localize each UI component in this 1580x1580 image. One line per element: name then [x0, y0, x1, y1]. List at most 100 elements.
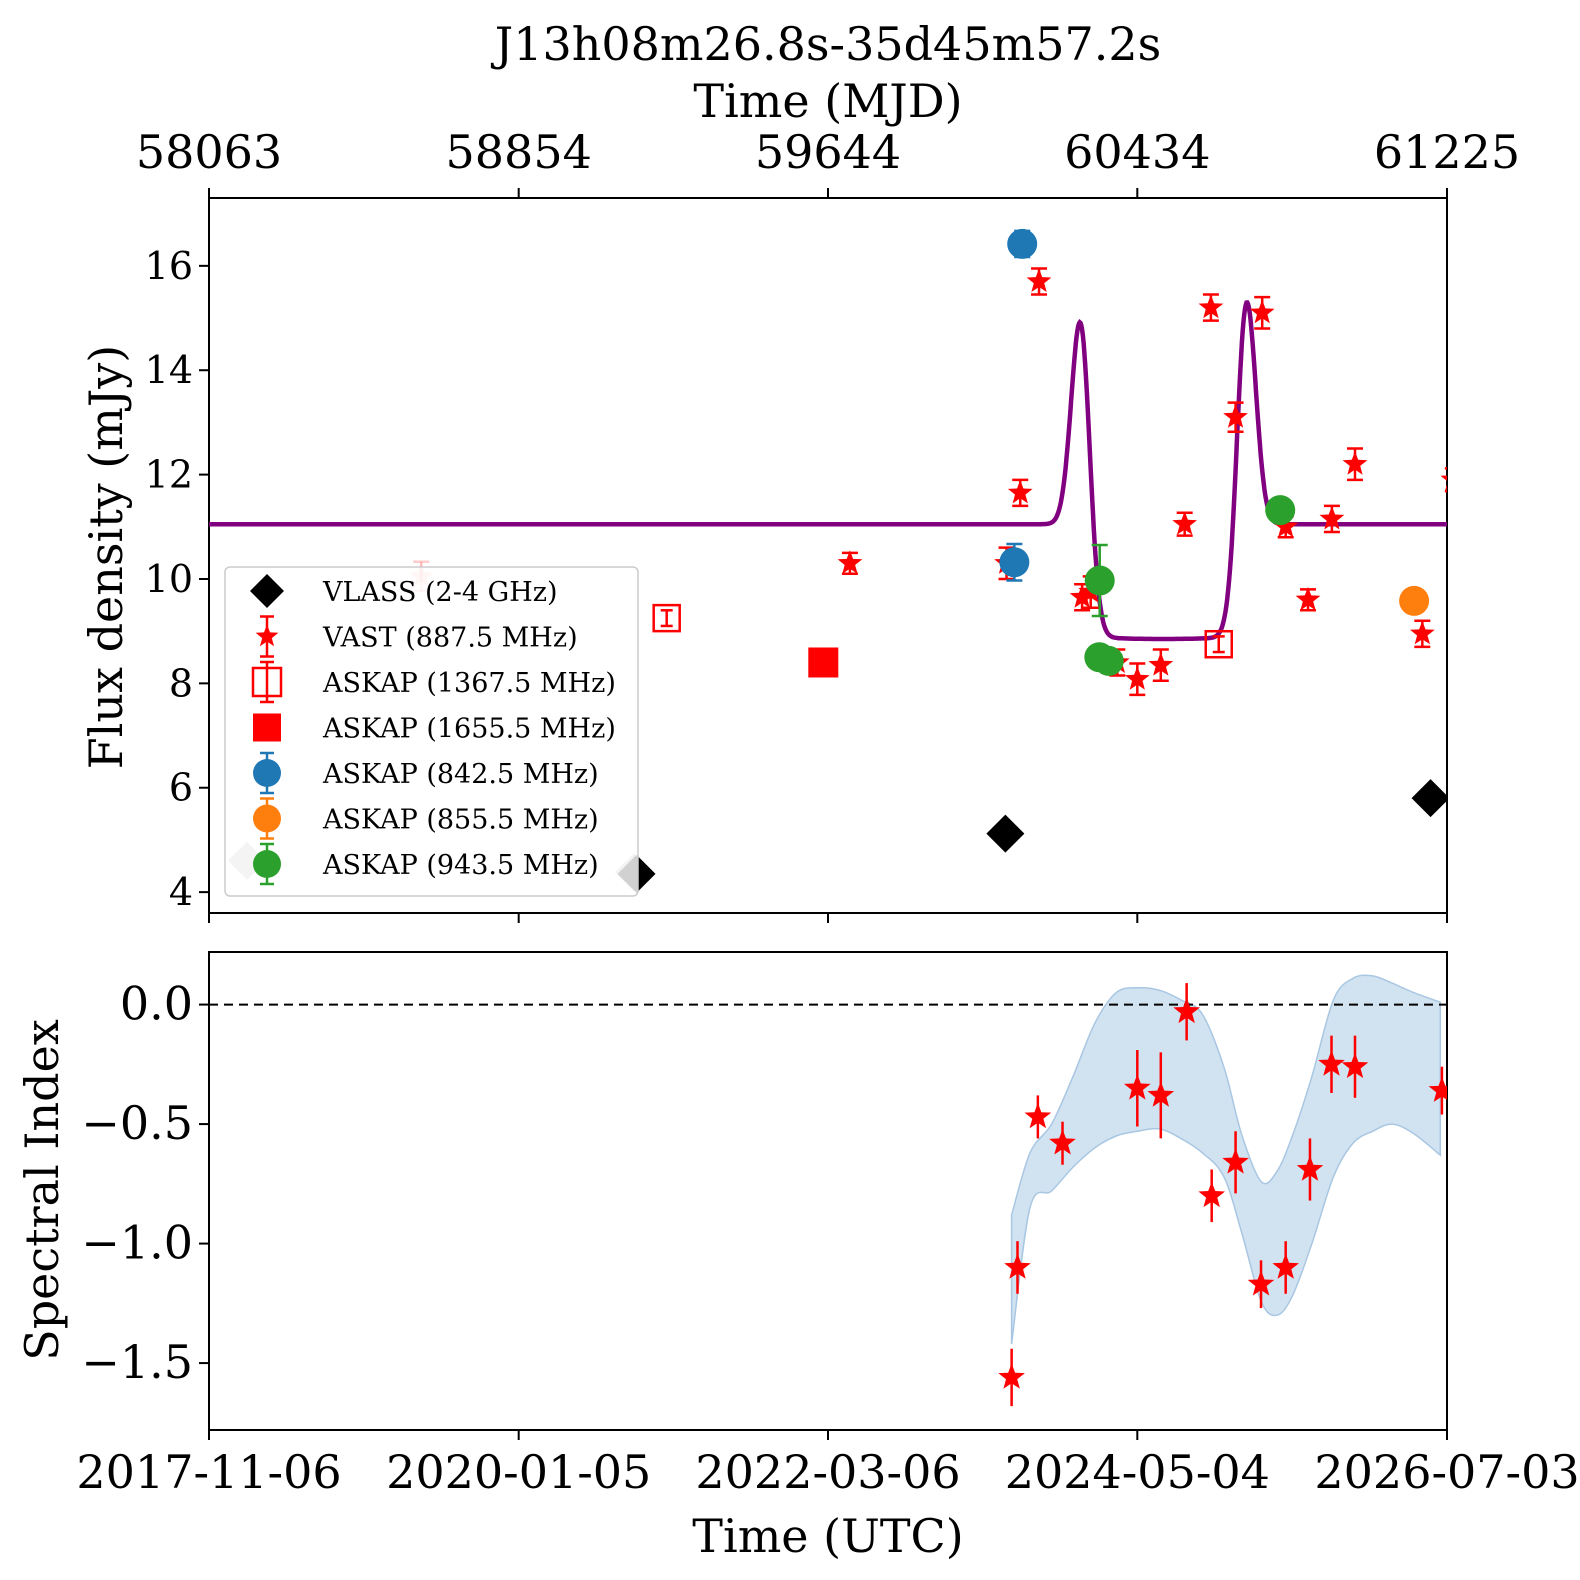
- legend-label: ASKAP (1367.5 MHz): [322, 668, 616, 699]
- mjd-tick-label: 60434: [1064, 125, 1210, 179]
- legend-label: ASKAP (842.5 MHz): [322, 759, 599, 790]
- data-point: [1428, 1076, 1447, 1102]
- legend-marker-circle: [253, 759, 281, 787]
- legend-item: ASKAP (1367.5 MHz): [251, 660, 616, 704]
- mjd-tick-label: 59644: [755, 125, 901, 179]
- series-2: [652, 603, 1233, 659]
- legend-item: ASKAP (943.5 MHz): [253, 842, 599, 886]
- bottom-plot-area: [209, 974, 1447, 1407]
- legend-label: ASKAP (855.5 MHz): [322, 805, 599, 836]
- data-point: [1004, 1253, 1031, 1279]
- date-tick-label: 2026-07-03: [1314, 1445, 1579, 1499]
- legend-item: VLASS (2-4 GHz): [250, 574, 558, 608]
- data-point: [1026, 268, 1052, 292]
- mjd-tick-label: 58854: [446, 125, 592, 179]
- data-point: [998, 1363, 1025, 1389]
- data-point: [1265, 495, 1296, 526]
- legend-marker-circle: [253, 804, 281, 833]
- flux-tick-label: 14: [145, 348, 193, 392]
- date-tick-label: 2022-03-06: [695, 1445, 960, 1499]
- data-point: [1399, 585, 1430, 616]
- data-point: [986, 814, 1025, 853]
- data-point: [1093, 645, 1124, 676]
- flux-tick-label: 6: [169, 766, 193, 810]
- index-tick-label: −0.5: [81, 1096, 193, 1150]
- index-tick-label: −1.5: [81, 1335, 193, 1389]
- error-bar: [1212, 635, 1225, 654]
- chart-title: J13h08m26.8s-35d45m57.2s: [491, 17, 1161, 71]
- data-point: [1318, 1050, 1345, 1076]
- legend-item: ASKAP (842.5 MHz): [253, 751, 599, 795]
- legend-item: VAST (887.5 MHz): [255, 615, 578, 658]
- data-point: [999, 547, 1030, 578]
- legend-item: ASKAP (1655.5 MHz): [253, 713, 616, 745]
- data-point: [1198, 1181, 1225, 1208]
- top-tick-labels: 58063 58854 59644 60434 61225 4 6 8 10 12 14 16: [136, 125, 1520, 914]
- data-point: [1410, 620, 1435, 645]
- series-3: [808, 647, 839, 678]
- data-point: [1295, 586, 1321, 611]
- legend-marker-square: [253, 713, 281, 742]
- data-point: [1273, 513, 1299, 538]
- flux-tick-label: 12: [145, 453, 193, 497]
- legend-marker-star: [255, 624, 279, 647]
- data-point: [1296, 1155, 1324, 1181]
- legend-marker-circle: [253, 850, 281, 878]
- index-tick-label: 0.0: [120, 977, 193, 1031]
- spectral-index-series: [998, 983, 1447, 1407]
- date-tick-label: 2017-11-06: [76, 1445, 341, 1499]
- mjd-tick-label: 61225: [1374, 125, 1520, 179]
- data-point: [1024, 1102, 1052, 1129]
- bottom-axes: [199, 951, 1448, 1440]
- data-point: [1341, 1052, 1369, 1078]
- data-point: [1049, 1129, 1076, 1155]
- data-point: [1173, 997, 1200, 1024]
- top-axis-label: Time (MJD): [693, 74, 962, 128]
- top-axes: [199, 188, 1448, 923]
- data-point: [652, 603, 681, 633]
- data-point: [1272, 1253, 1299, 1279]
- data-point: [1411, 779, 1447, 818]
- legend-label: ASKAP (943.5 MHz): [322, 850, 599, 881]
- date-tick-label: 2020-01-05: [386, 1445, 651, 1499]
- mjd-tick-label: 58063: [136, 125, 282, 179]
- data-point: [1069, 584, 1095, 608]
- data-point: [1342, 451, 1368, 475]
- model-line: [209, 300, 1447, 642]
- data-point: [1172, 511, 1197, 535]
- data-point: [1124, 666, 1150, 690]
- flux-tick-label: 16: [145, 244, 193, 288]
- data-point: [1223, 404, 1248, 428]
- data-point: [1084, 565, 1115, 596]
- bottom-y-axis-label: Spectral Index: [15, 1019, 69, 1361]
- data-point: [1204, 629, 1233, 659]
- data-point: [1249, 299, 1275, 324]
- flux-tick-label: 4: [169, 870, 193, 914]
- date-tick-label: 2024-05-04: [1005, 1445, 1270, 1499]
- top-y-axis-label: Flux density (mJy): [79, 345, 133, 769]
- data-point: [1007, 479, 1033, 504]
- flux-tick-label: 8: [169, 661, 193, 705]
- series-5: [1399, 585, 1430, 616]
- data-point: [1124, 1074, 1151, 1100]
- series-6: [1084, 495, 1296, 676]
- data-point: [1319, 506, 1345, 530]
- bottom-x-axis-label: Time (UTC): [692, 1509, 963, 1563]
- series-4: [999, 228, 1038, 582]
- legend-item: ASKAP (855.5 MHz): [253, 797, 599, 840]
- data-point: [808, 647, 839, 678]
- data-point: [1147, 1081, 1175, 1107]
- legend: VLASS (2-4 GHz) VAST (887.5 MHz) ASKAP (13…: [224, 566, 639, 897]
- legend-marker-square-open: [251, 666, 283, 698]
- data-point: [837, 550, 863, 574]
- top-plot-area: [209, 228, 1447, 893]
- data-point: [1007, 228, 1038, 259]
- bottom-tick-labels: 2017-11-06 2020-01-05 2022-03-06 2024-05-04…: [76, 977, 1579, 1499]
- legend-marker-diamond: [250, 574, 284, 608]
- flux-tick-label: 10: [145, 557, 193, 601]
- data-point: [1148, 652, 1174, 676]
- data-point: [1440, 475, 1447, 491]
- legend-label: VAST (887.5 MHz): [322, 623, 578, 654]
- legend-box: [224, 566, 639, 897]
